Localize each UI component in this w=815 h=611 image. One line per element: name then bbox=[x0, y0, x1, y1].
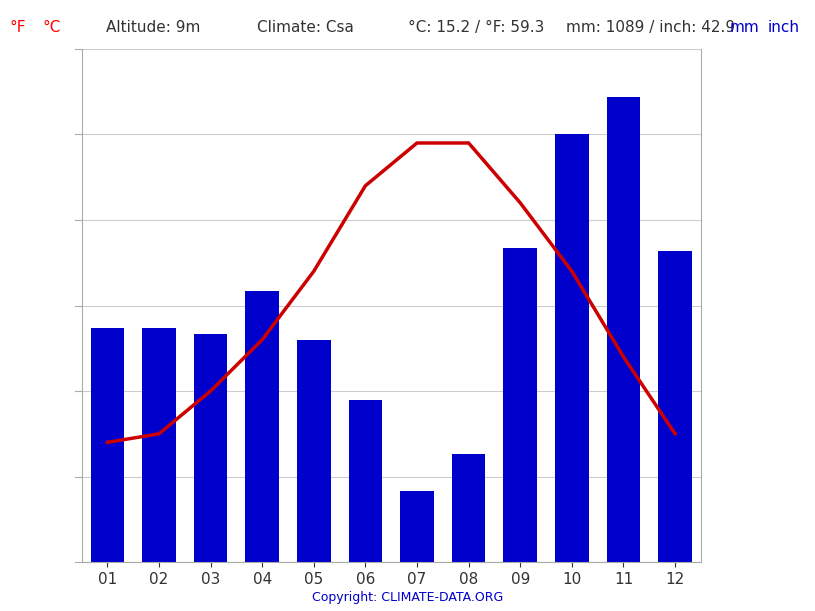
Bar bbox=[349, 400, 382, 562]
Bar bbox=[452, 454, 486, 562]
Text: °C: 15.2 / °F: 59.3: °C: 15.2 / °F: 59.3 bbox=[408, 20, 544, 35]
Text: °F: °F bbox=[10, 20, 26, 35]
Bar bbox=[90, 328, 124, 562]
Text: inch: inch bbox=[768, 20, 800, 35]
Text: Copyright: CLIMATE-DATA.ORG: Copyright: CLIMATE-DATA.ORG bbox=[312, 591, 503, 604]
Text: °C: °C bbox=[42, 20, 61, 35]
Text: mm: mm bbox=[729, 20, 760, 35]
Bar bbox=[555, 134, 588, 562]
Bar bbox=[245, 291, 279, 562]
Text: Altitude: 9m: Altitude: 9m bbox=[106, 20, 200, 35]
Text: Climate: Csa: Climate: Csa bbox=[257, 20, 354, 35]
Bar bbox=[194, 334, 227, 562]
Text: mm: 1089 / inch: 42.9: mm: 1089 / inch: 42.9 bbox=[566, 20, 736, 35]
Bar bbox=[659, 251, 692, 562]
Bar bbox=[297, 340, 331, 562]
Bar bbox=[142, 328, 176, 562]
Bar bbox=[606, 97, 641, 562]
Bar bbox=[504, 249, 537, 562]
Bar bbox=[400, 491, 434, 562]
